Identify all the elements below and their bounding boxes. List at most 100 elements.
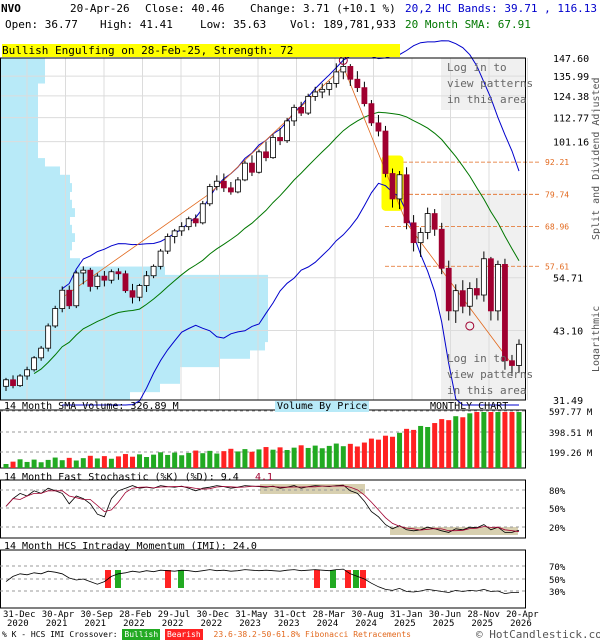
volume-bar [263,447,269,468]
candle-body [52,308,59,327]
candle-body [38,347,45,359]
lower-band-line [62,182,519,406]
axis-label-adjusted: Split and Dividend Adjusted [591,77,600,240]
vbp-bar [0,108,38,117]
volume-bar [144,457,150,468]
volume-bar [502,412,508,468]
x-tick-label: 2021 [46,619,68,629]
bullish-legend: Bullish [122,629,161,640]
crossover-bar [353,570,359,588]
login-line: Log in to [447,61,507,74]
volume-tick-label: 199.26 M [549,449,593,459]
volume-bar [382,435,388,468]
crossover-bar [165,570,171,588]
login-line: view patterns [447,77,534,90]
x-tick-label: 2025 [433,619,455,629]
x-tick-label: 2023 [278,619,300,629]
volume-bar [453,416,459,468]
x-tick-label: 2024 [355,619,377,629]
volume-bar [193,450,199,468]
volume-bar [347,443,353,468]
volume-bar [59,460,65,468]
candle-body [438,228,445,269]
volume-bar [368,438,374,468]
vbp-bar [0,283,268,293]
candle-body [389,173,396,200]
volume-bar [509,412,515,468]
candle-body [291,106,298,122]
login-overlay-top[interactable]: Log in to view patterns in this area [447,60,533,108]
volume-bar [312,445,318,468]
vbp-bar [0,58,45,67]
candle-body [431,213,438,230]
candle-body [87,269,94,287]
login-line: view patterns [447,368,534,381]
price-tick-label: 31.49 [553,396,583,407]
crossover-bar [360,570,366,588]
x-tick-label: 31-Oct [274,610,307,620]
volume-bar [242,449,248,468]
header-change: Change: 3.71 (+10.1 %) [250,2,396,15]
stoch-overbought-zone [260,484,365,494]
candle-body [382,130,389,174]
volume-bar [66,457,72,468]
chart-type-label: MONTHLY CHART [430,401,509,412]
pattern-banner: Bullish Engulfing on 28-Feb-25, Strength… [2,44,400,57]
candle-body [73,272,80,307]
vbp-bar [0,374,180,384]
candle-body [150,265,157,277]
imi-panel-label: 14 Month HCS Intraday Momentum (IMI): 24… [4,541,257,552]
volume-bar [277,447,283,468]
vbp-bar [0,166,60,176]
sma-label: 20 Month SMA: 67.91 [405,18,531,31]
vbp-bar [0,149,38,159]
volume-bar [108,458,114,468]
vbp-bar [0,341,265,351]
crossover-bar [178,570,184,588]
volume-bar [137,454,143,468]
x-tick-label: 2025 [394,619,416,629]
volume-bar [284,450,290,468]
volume-bar [333,443,339,468]
volume-bar [52,457,58,468]
volume-bar [200,453,206,468]
copyright[interactable]: © HotCandlestick.com [476,628,600,641]
vbp-bar [0,349,250,359]
volume-bar [390,436,396,468]
candle-body [220,180,227,189]
header-high: High: 41.41 [100,18,173,31]
candle-body [115,271,122,275]
imi-tick-label: 30% [549,588,566,598]
candle-body [368,103,375,124]
volume-panel-frame [0,409,526,469]
price-panel-frame [0,57,526,401]
candle-body [256,151,262,173]
vbp-bar [0,216,70,226]
volume-bar [151,454,157,468]
x-tick-label: 2026 [510,619,532,629]
crossover-bar [314,570,320,588]
candle-body [495,264,501,312]
volume-bar [80,458,86,468]
vbp-bar [0,358,220,368]
candle-body [270,137,276,159]
vbp-bar [0,366,180,376]
candle-body [17,375,23,387]
volume-bar [354,446,360,468]
candle-body [185,218,192,228]
volume-bar [488,412,494,468]
candle-body [249,162,255,173]
crossover-text: % K - HCS IMI Crossover: [2,630,118,639]
volume-bar [172,452,178,468]
candle-body [206,186,213,205]
volume-bar [270,449,276,468]
vbp-bar [0,83,38,92]
x-tick-label: 31-Dec [3,610,36,620]
volume-bar [411,429,417,468]
fib-label: 92.21 [545,158,569,167]
login-overlay-bottom[interactable]: Log in to view patterns in this area [447,351,533,399]
candle-body [305,95,312,114]
x-tick-label: 2025 [471,619,493,629]
vbp-bar [0,274,268,284]
